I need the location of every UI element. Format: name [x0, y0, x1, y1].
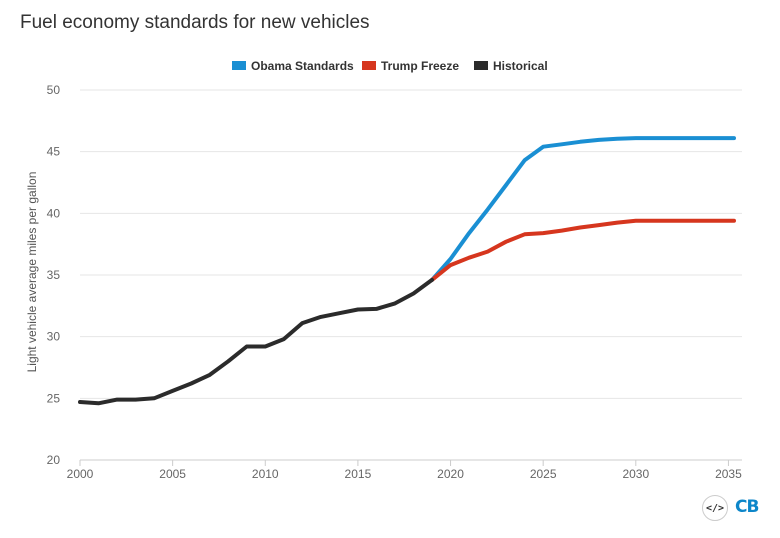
grid-lines [80, 89, 742, 399]
y-tick-label: 30 [47, 330, 61, 344]
series-line-trump-freeze [430, 218, 736, 282]
legend-swatch [474, 61, 488, 70]
y-axis-ticks: 20 25 30 35 40 45 50 [47, 83, 61, 467]
series-lines [78, 136, 736, 406]
legend-label: Historical [493, 59, 548, 73]
legend-label: Obama Standards [251, 59, 354, 73]
x-tick-label: 2000 [67, 467, 94, 481]
y-tick-label: 45 [47, 145, 61, 159]
x-axis: 2000 2005 2010 2015 2020 2025 2030 2035 [67, 459, 742, 481]
y-tick-label: 20 [47, 453, 61, 467]
y-tick-label: 25 [47, 391, 61, 405]
series-line-historical [78, 277, 434, 406]
embed-code-button[interactable]: </> [702, 495, 728, 521]
legend-swatch [362, 61, 376, 70]
legend-label: Trump Freeze [381, 59, 459, 73]
chart-title: Fuel economy standards for new vehicles [20, 12, 370, 33]
y-axis-label: Light vehicle average miles per gallon [25, 172, 39, 373]
carbon-brief-logo: CB [735, 497, 759, 517]
x-tick-label: 2025 [530, 467, 557, 481]
legend: Obama Standards Trump Freeze Historical [232, 59, 548, 73]
x-tick-label: 2015 [345, 467, 372, 481]
legend-swatch [232, 61, 246, 70]
x-tick-label: 2030 [622, 467, 649, 481]
x-tick-label: 2020 [437, 467, 464, 481]
y-tick-label: 50 [47, 83, 61, 97]
y-tick-label: 35 [47, 268, 61, 282]
y-tick-label: 40 [47, 206, 61, 220]
code-icon: </> [705, 502, 725, 514]
x-tick-label: 2010 [252, 467, 279, 481]
x-tick-label: 2005 [159, 467, 186, 481]
series-line-obama-standards [430, 136, 736, 282]
x-tick-label: 2035 [715, 467, 742, 481]
